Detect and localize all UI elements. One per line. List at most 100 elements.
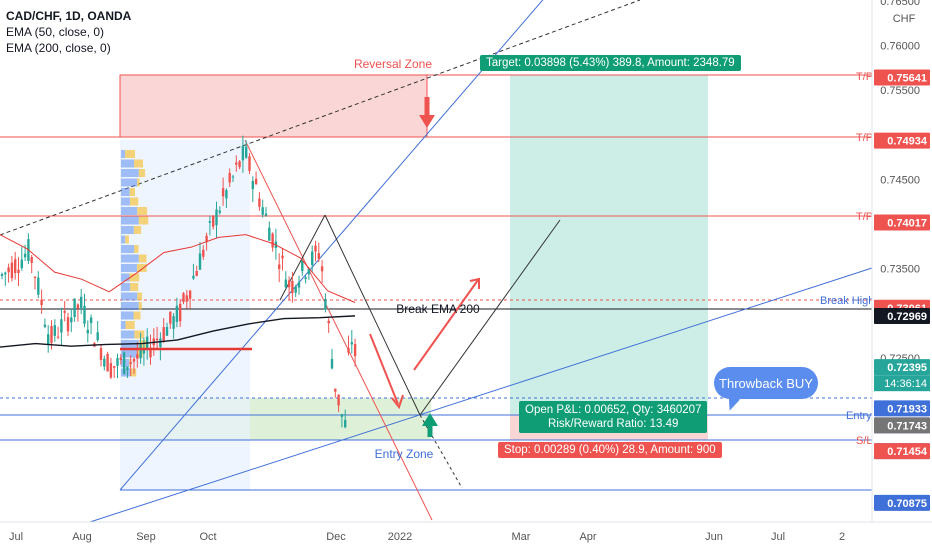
candle-body (113, 366, 116, 368)
price-level-0: 0.75641 (874, 69, 930, 86)
candle-body (99, 348, 103, 360)
candle-body (66, 317, 70, 332)
x-tick-4: Dec (326, 531, 346, 543)
candle-body (218, 210, 221, 213)
x-tick-3: Oct (199, 531, 216, 543)
candle-body (43, 324, 47, 327)
candle-body (251, 180, 254, 189)
candle-body (7, 267, 10, 273)
candle-body (179, 303, 182, 322)
candle-body (40, 299, 43, 306)
candle-body (238, 161, 241, 168)
vp-bar (121, 330, 135, 339)
y-tick-2: 0.75500 (880, 85, 920, 97)
vp-bar (138, 216, 149, 225)
vp-bar (133, 311, 141, 320)
time-axis[interactable] (0, 522, 872, 550)
svg-text:0.71454: 0.71454 (887, 446, 928, 458)
x-tick-10: 2 (839, 531, 845, 543)
candle-body (324, 299, 327, 310)
vp-bar (121, 178, 138, 187)
countdown-badge: 14:36:14 (874, 375, 930, 392)
tp-label-3: T/P (856, 211, 873, 223)
price-levels: 0.756410.749340.740170.730610.729690.723… (874, 69, 930, 511)
candle-body (175, 305, 179, 322)
candle-body (162, 327, 165, 341)
ema50-legend: EMA (50, close, 0) (6, 25, 105, 39)
vp-bar (121, 368, 131, 377)
candle-body (330, 359, 334, 369)
vp-bar (121, 226, 134, 234)
candle-body (350, 342, 353, 345)
candle-body (159, 338, 162, 348)
x-ticks: Jul Aug Sep Oct Dec 2022 Mar Apr Jun Jul 2 (9, 531, 845, 543)
x-tick-7: Apr (579, 531, 596, 543)
candle-body (33, 277, 37, 279)
reversal-zone-box (119, 74, 428, 138)
candle-body (317, 253, 320, 259)
vp-bar (121, 311, 134, 320)
vp-bar (137, 178, 140, 187)
price-level-6: 0.71933 (874, 400, 930, 417)
entry-label: Entry (846, 410, 872, 422)
vp-bar (136, 264, 147, 272)
svg-text:0.70875: 0.70875 (887, 498, 927, 510)
candle-body (337, 394, 340, 406)
candle-body (281, 255, 284, 259)
price-axis[interactable] (872, 0, 932, 522)
x-tick-1: Aug (72, 531, 92, 543)
pnl-text: Open P&L: 0.00652, Qty: 3460207 (525, 404, 702, 416)
axis-currency: CHF (893, 13, 916, 25)
vp-bar (121, 302, 139, 310)
candle-body (10, 262, 14, 279)
rr-text: Risk/Reward Ratio: 13.49 (548, 418, 679, 430)
candle-body (228, 172, 231, 183)
vp-bar (121, 283, 131, 291)
candle-body (169, 311, 172, 324)
candle-body (327, 320, 330, 324)
candle-body (205, 235, 208, 243)
candle-body (0, 274, 4, 276)
svg-text:0.74934: 0.74934 (887, 136, 928, 148)
candle-body (225, 190, 228, 199)
candle-body (278, 264, 281, 269)
svg-text:0.72969: 0.72969 (887, 311, 927, 323)
candle-body (198, 253, 202, 270)
vp-bar (129, 188, 136, 196)
price-level-1: 0.74934 (874, 132, 930, 149)
candle-body (73, 298, 76, 317)
candle-body (311, 251, 314, 266)
entry-zone-label: Entry Zone (375, 447, 434, 461)
y-tick-4: 0.73500 (880, 264, 920, 276)
vp-bar (137, 207, 148, 215)
candle-body (261, 207, 264, 215)
x-tick-0: Jul (9, 531, 23, 543)
green-up-arrow (422, 413, 438, 437)
candle-body (83, 305, 86, 324)
candle-body (271, 233, 274, 248)
vp-bar (121, 216, 139, 225)
candle-body (284, 279, 287, 288)
candle-body (109, 363, 113, 378)
candle-body (245, 146, 248, 158)
candle-body (4, 272, 7, 275)
candle-body (258, 198, 261, 207)
vp-bar (125, 321, 135, 329)
projection-line-b (324, 214, 421, 416)
red-diag-arrow-down (369, 333, 404, 410)
candle-body (129, 362, 132, 364)
price-level-11: 0.70875 (874, 494, 930, 511)
ema200-line (0, 315, 356, 348)
candle-body (96, 332, 99, 341)
candle-body (53, 325, 56, 336)
throwback-bubble: Throwback BUY (714, 367, 818, 399)
candle-body (17, 269, 20, 274)
vp-bar (130, 368, 137, 377)
svg-text:0.72395: 0.72395 (887, 362, 927, 374)
candle-body (307, 268, 311, 275)
candle-body (76, 304, 80, 309)
vp-bar (121, 235, 126, 244)
lower-channel-line (89, 267, 873, 523)
red-diag-arrow-up (413, 277, 480, 371)
